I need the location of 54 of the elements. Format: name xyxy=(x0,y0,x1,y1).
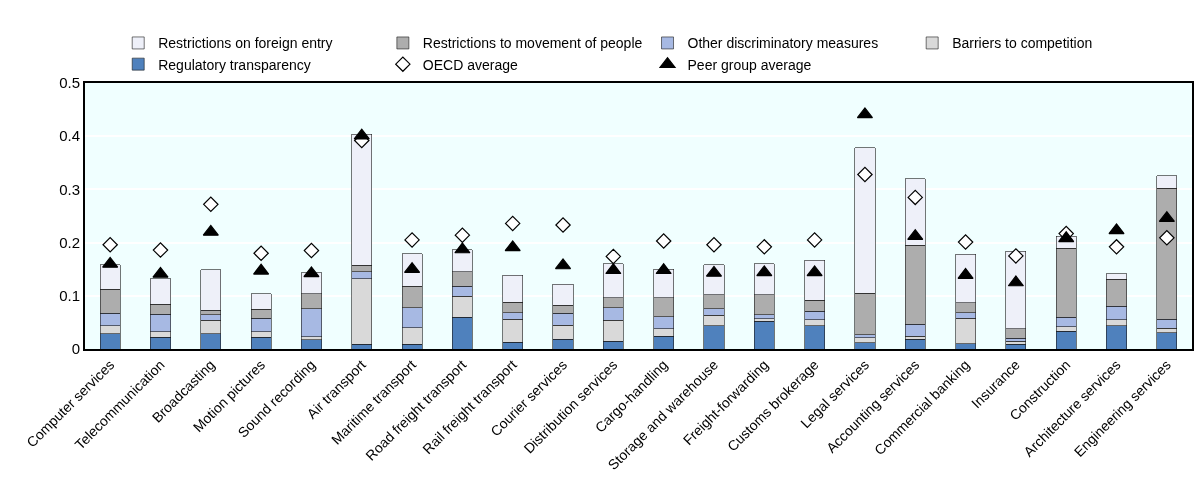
point xyxy=(1108,223,1125,235)
point xyxy=(756,239,773,255)
point xyxy=(806,265,823,277)
bar xyxy=(250,337,272,349)
point xyxy=(253,263,270,275)
point xyxy=(907,229,924,241)
y-tick-label: 0.4 xyxy=(59,127,80,145)
point xyxy=(605,248,622,265)
point xyxy=(857,166,873,183)
point xyxy=(454,227,471,243)
point xyxy=(454,242,471,254)
point xyxy=(1108,239,1125,255)
point xyxy=(152,242,169,258)
point xyxy=(806,232,823,248)
bar xyxy=(904,339,926,349)
point xyxy=(907,189,923,206)
y-tick-label: 0.2 xyxy=(59,233,80,251)
legend-label: Peer group average xyxy=(687,56,812,73)
point xyxy=(655,233,672,249)
bar xyxy=(753,321,775,349)
point xyxy=(303,266,320,278)
legend-label: Other discriminatory measures xyxy=(687,35,879,52)
legend-label: Restrictions to movement of people xyxy=(422,35,643,52)
bar xyxy=(854,342,876,349)
point xyxy=(102,236,118,253)
point xyxy=(655,263,672,275)
point xyxy=(102,256,119,268)
point xyxy=(253,245,269,261)
legend-label: Barriers to competition xyxy=(952,35,1093,52)
point xyxy=(555,217,571,233)
point xyxy=(504,240,521,252)
point xyxy=(706,236,722,253)
bar xyxy=(150,337,171,349)
point xyxy=(404,232,420,248)
legend-label: OECD average xyxy=(422,56,519,73)
point xyxy=(202,224,219,236)
point xyxy=(605,263,622,275)
point xyxy=(1007,275,1024,287)
bar xyxy=(1055,331,1077,349)
legend-label: Restrictions on foreign entry xyxy=(158,35,333,52)
legend-label: Regulatory transparency xyxy=(158,56,311,73)
bar xyxy=(1156,332,1178,349)
point xyxy=(152,266,169,278)
point xyxy=(504,215,521,232)
point xyxy=(1008,248,1024,264)
y-tick-label: 0 xyxy=(71,340,80,358)
point xyxy=(1058,231,1075,243)
y-tick-label: 0.1 xyxy=(59,287,80,305)
y-tick-label: 0.5 xyxy=(59,74,80,92)
point xyxy=(957,234,974,250)
point xyxy=(203,196,219,213)
point xyxy=(303,242,320,259)
point xyxy=(1159,230,1175,246)
y-tick-label: 0.3 xyxy=(59,180,80,198)
